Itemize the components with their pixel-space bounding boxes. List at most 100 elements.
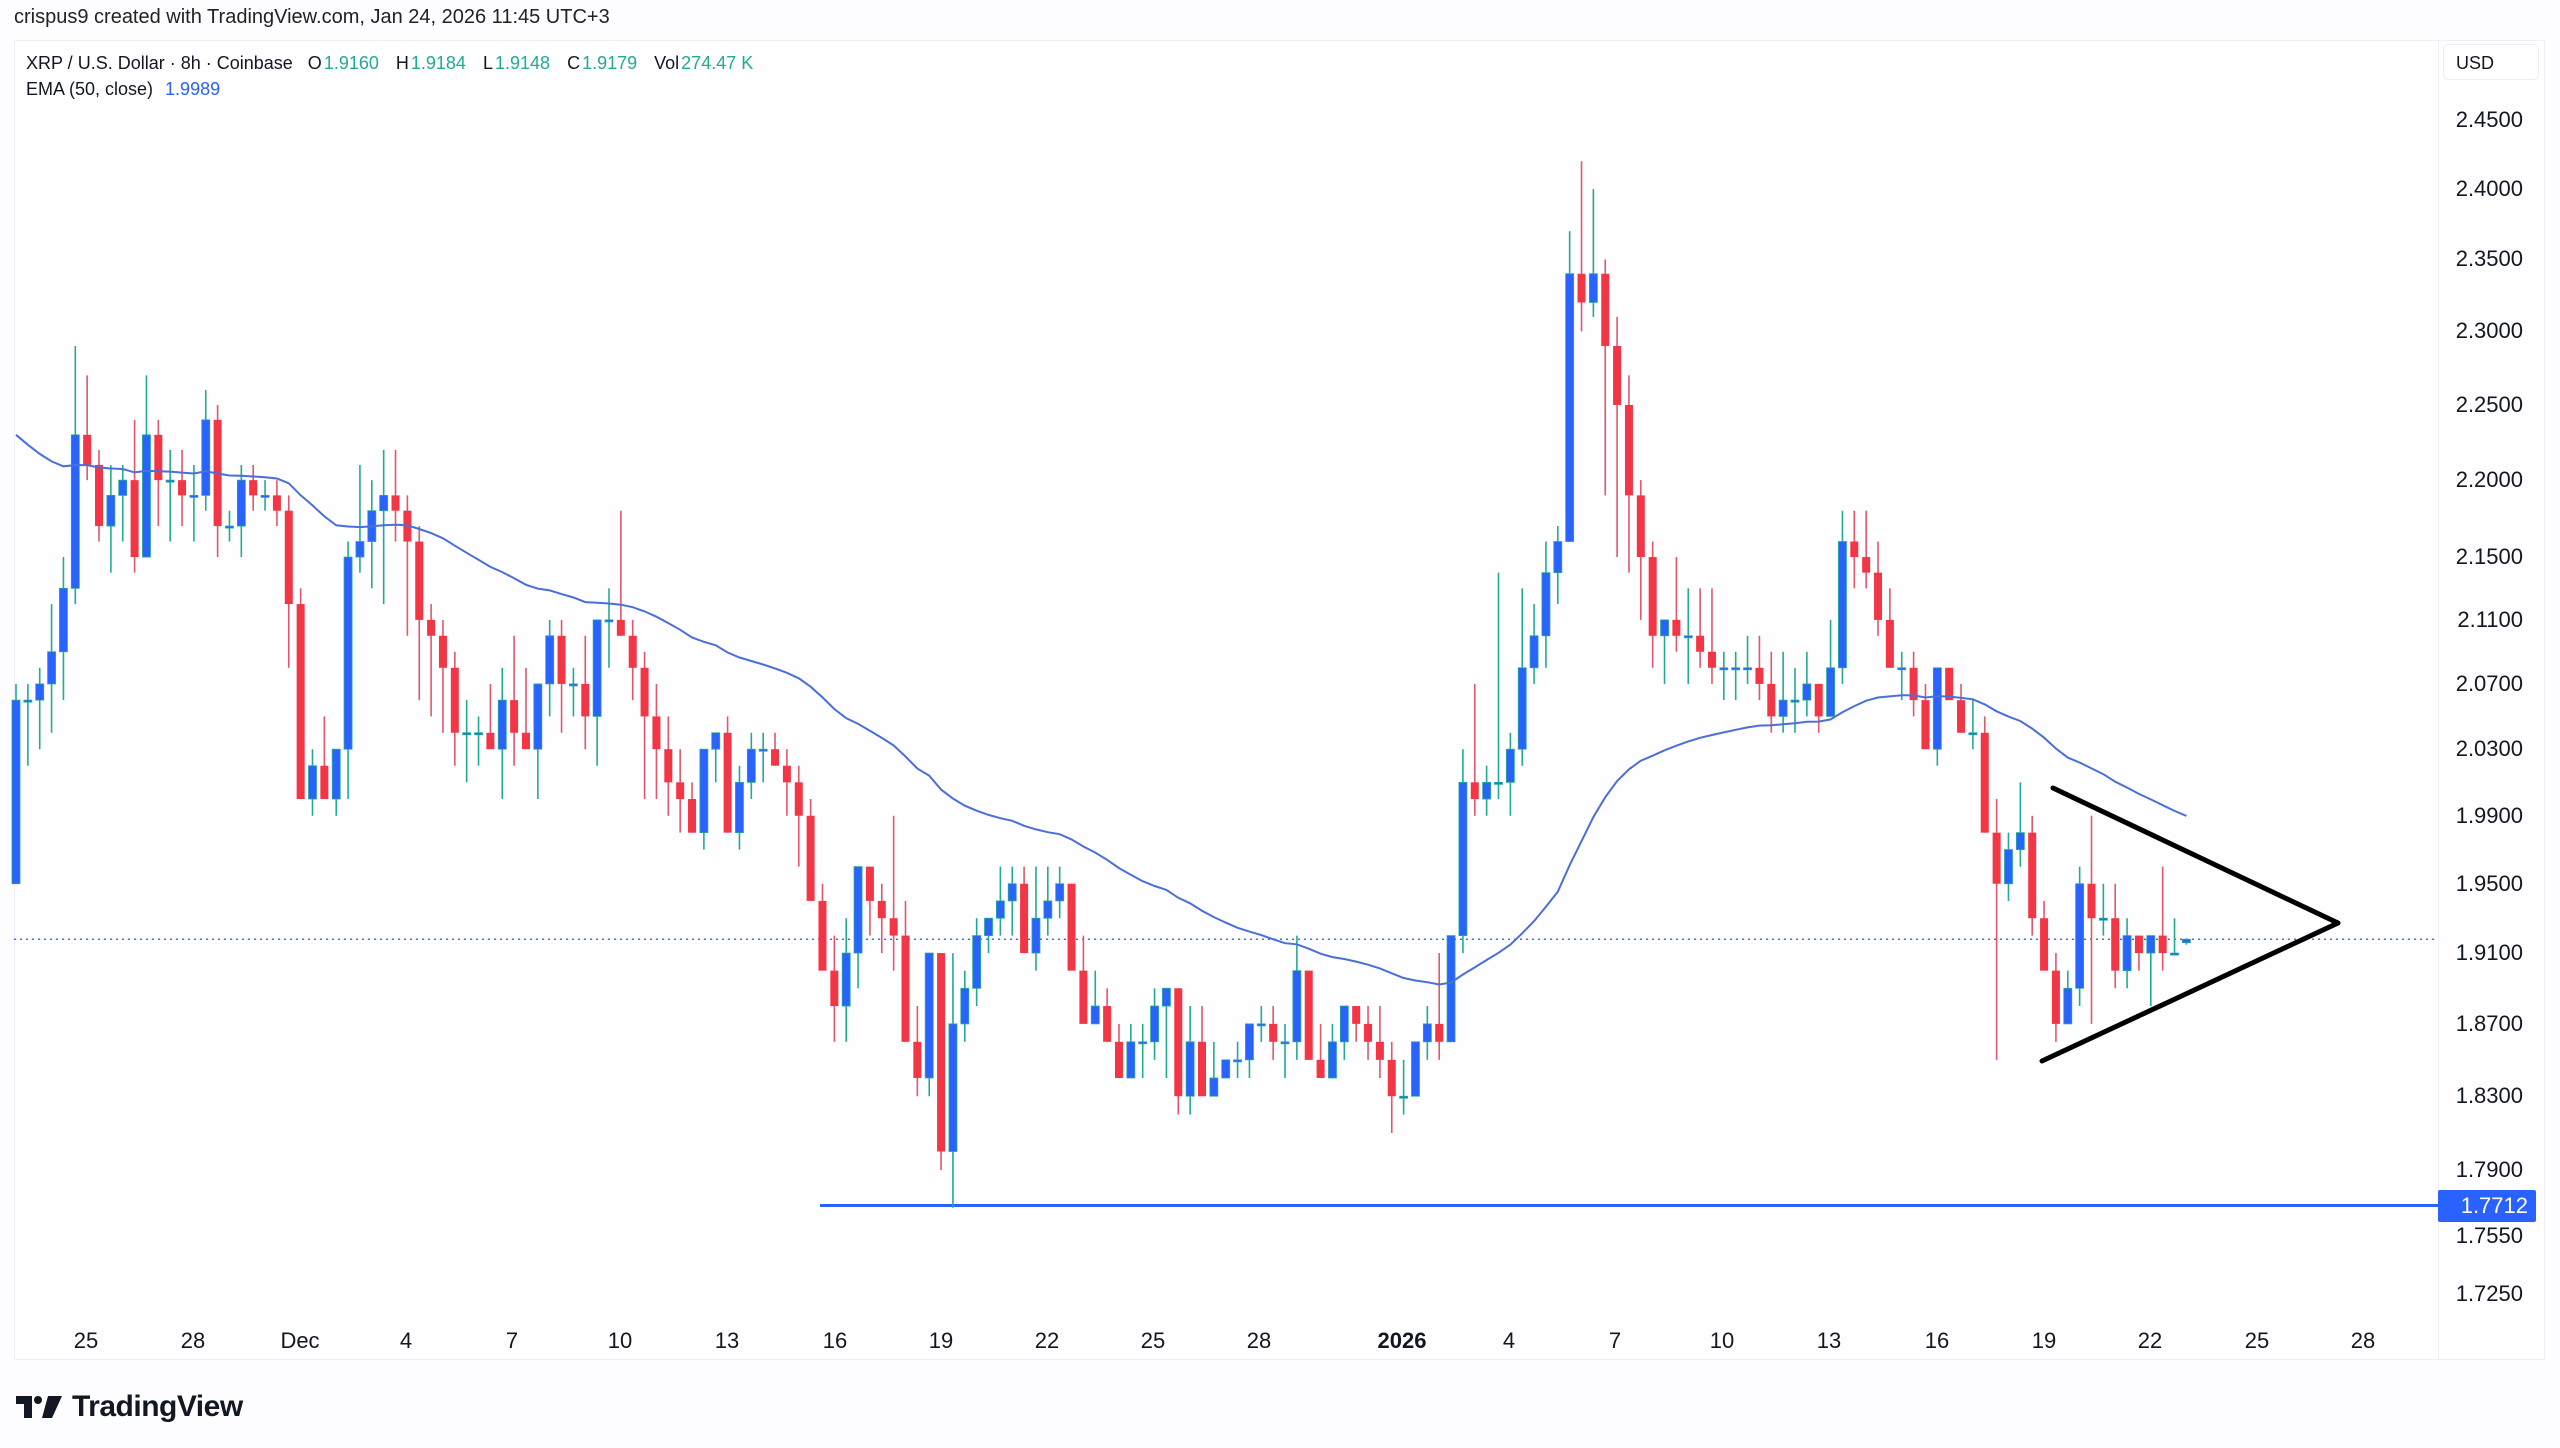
- candle[interactable]: [711, 732, 721, 750]
- candle[interactable]: [1031, 917, 1041, 954]
- candle[interactable]: [1767, 683, 1776, 717]
- candle[interactable]: [794, 782, 803, 816]
- candle[interactable]: [1588, 273, 1598, 303]
- candle[interactable]: [2134, 935, 2143, 954]
- candle[interactable]: [11, 699, 21, 885]
- candle[interactable]: [735, 781, 744, 834]
- candle[interactable]: [1198, 1041, 1206, 1097]
- currency-button[interactable]: USD: [2443, 44, 2539, 80]
- candle[interactable]: [154, 434, 163, 481]
- candle[interactable]: [1957, 700, 1966, 733]
- candle[interactable]: [1909, 667, 1918, 701]
- candle[interactable]: [486, 732, 495, 750]
- candle[interactable]: [2158, 935, 2167, 954]
- candle[interactable]: [1090, 1005, 1100, 1025]
- candle[interactable]: [1494, 781, 1503, 785]
- candle[interactable]: [806, 815, 815, 901]
- candle[interactable]: [1613, 345, 1622, 405]
- candle[interactable]: [628, 635, 637, 668]
- candle[interactable]: [557, 635, 566, 684]
- candle[interactable]: [1411, 1041, 1420, 1097]
- candle[interactable]: [1577, 273, 1586, 303]
- candle[interactable]: [841, 952, 851, 1007]
- candle[interactable]: [1814, 683, 1823, 717]
- candle[interactable]: [2063, 987, 2073, 1025]
- candle[interactable]: [1636, 495, 1645, 558]
- candle[interactable]: [1458, 781, 1468, 936]
- candle[interactable]: [308, 765, 317, 800]
- candle[interactable]: [1209, 1077, 1219, 1097]
- candle[interactable]: [901, 935, 910, 1042]
- candle[interactable]: [130, 480, 139, 558]
- candle[interactable]: [497, 699, 507, 750]
- candle[interactable]: [1850, 541, 1859, 558]
- candle[interactable]: [1517, 667, 1527, 750]
- candle[interactable]: [2004, 849, 2013, 885]
- candle[interactable]: [746, 748, 756, 783]
- candle[interactable]: [35, 683, 45, 701]
- candle[interactable]: [581, 683, 590, 717]
- candle[interactable]: [948, 1023, 958, 1152]
- candle[interactable]: [1660, 619, 1669, 637]
- candle[interactable]: [2122, 935, 2132, 972]
- candle[interactable]: [1067, 883, 1076, 971]
- candle[interactable]: [1399, 1095, 1409, 1099]
- candle[interactable]: [640, 667, 649, 717]
- candle[interactable]: [1352, 1006, 1361, 1024]
- candle[interactable]: [1221, 1059, 1231, 1079]
- candle[interactable]: [1079, 970, 1088, 1024]
- candle[interactable]: [664, 749, 673, 783]
- candle[interactable]: [1683, 635, 1693, 639]
- candle[interactable]: [1980, 732, 1989, 833]
- candle[interactable]: [1885, 619, 1894, 668]
- candle[interactable]: [296, 604, 305, 800]
- candle[interactable]: [592, 619, 602, 717]
- symbol-title[interactable]: XRP / U.S. Dollar · 8h · Coinbase: [26, 53, 293, 73]
- candle[interactable]: [604, 619, 614, 623]
- candle[interactable]: [1897, 667, 1907, 671]
- candle[interactable]: [2015, 832, 2025, 850]
- candle[interactable]: [1826, 667, 1835, 717]
- candle[interactable]: [1328, 1041, 1337, 1079]
- candle[interactable]: [972, 935, 982, 989]
- candle[interactable]: [83, 434, 92, 465]
- candle[interactable]: [960, 987, 970, 1025]
- candle[interactable]: [510, 700, 519, 733]
- candle[interactable]: [1945, 667, 1954, 701]
- candle[interactable]: [201, 419, 211, 496]
- candle[interactable]: [1103, 1006, 1112, 1042]
- candle[interactable]: [272, 495, 281, 511]
- candle[interactable]: [616, 619, 625, 636]
- ema-50-line[interactable]: [15, 434, 2187, 986]
- triangle-upper-trendline[interactable]: [2050, 785, 2341, 926]
- candle[interactable]: [1387, 1059, 1396, 1097]
- candle[interactable]: [1245, 1023, 1254, 1061]
- candle[interactable]: [1126, 1041, 1136, 1079]
- candle[interactable]: [118, 479, 128, 496]
- candle[interactable]: [1435, 1023, 1444, 1042]
- candle[interactable]: [1304, 970, 1313, 1060]
- candle[interactable]: [260, 494, 270, 498]
- candle[interactable]: [284, 510, 293, 605]
- candle[interactable]: [782, 765, 791, 783]
- candle[interactable]: [1719, 667, 1729, 671]
- candle[interactable]: [1280, 1041, 1290, 1045]
- candle[interactable]: [142, 434, 151, 558]
- candle[interactable]: [818, 900, 827, 971]
- candle[interactable]: [1185, 1041, 1195, 1097]
- candle[interactable]: [1624, 404, 1633, 496]
- candle[interactable]: [1339, 1005, 1349, 1043]
- candle[interactable]: [1707, 651, 1716, 668]
- candle[interactable]: [1150, 1005, 1159, 1043]
- candle[interactable]: [2111, 918, 2120, 971]
- candle[interactable]: [391, 495, 400, 511]
- candle[interactable]: [1162, 987, 1171, 1007]
- candle[interactable]: [1874, 572, 1883, 620]
- candle[interactable]: [1007, 883, 1017, 902]
- candle[interactable]: [1862, 557, 1871, 573]
- candle[interactable]: [1446, 935, 1456, 1043]
- candle[interactable]: [1968, 732, 1978, 736]
- candle[interactable]: [1541, 572, 1551, 637]
- candle[interactable]: [343, 556, 353, 750]
